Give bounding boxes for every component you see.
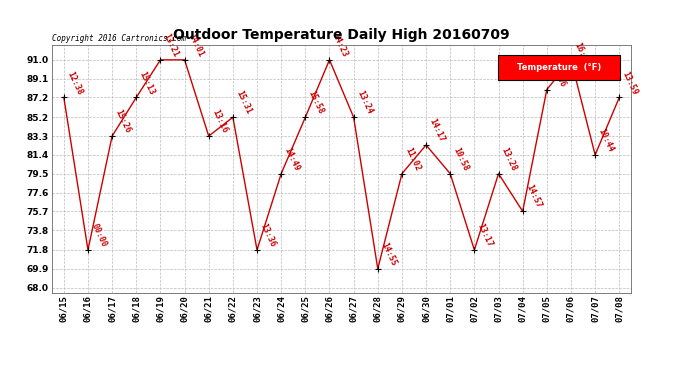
- Text: 13:59: 13:59: [621, 70, 640, 96]
- Text: 15:31: 15:31: [235, 89, 253, 116]
- Text: 14:57: 14:57: [524, 183, 543, 210]
- Text: 16:: 16:: [573, 41, 587, 58]
- Text: 13:28: 13:28: [500, 146, 519, 172]
- Text: 14:49: 14:49: [283, 146, 302, 172]
- Text: 11:46: 11:46: [549, 62, 567, 88]
- Text: 10:58: 10:58: [452, 146, 471, 172]
- Text: 13:36: 13:36: [259, 222, 277, 249]
- Text: 14:01: 14:01: [186, 32, 205, 58]
- Text: 14:17: 14:17: [428, 117, 446, 144]
- Text: 00:00: 00:00: [90, 222, 108, 249]
- Text: 13:24: 13:24: [355, 89, 374, 116]
- Text: 13:17: 13:17: [476, 222, 495, 249]
- FancyBboxPatch shape: [498, 55, 620, 80]
- Title: Outdoor Temperature Daily High 20160709: Outdoor Temperature Daily High 20160709: [173, 28, 510, 42]
- Text: 14:55: 14:55: [380, 241, 398, 267]
- Text: Copyright 2016 Cartronics.com: Copyright 2016 Cartronics.com: [52, 33, 186, 42]
- Text: 15:58: 15:58: [307, 89, 326, 116]
- Text: 13:21: 13:21: [162, 32, 181, 58]
- Text: 12:38: 12:38: [66, 70, 84, 96]
- Text: 15:26: 15:26: [114, 108, 132, 135]
- Text: 15:13: 15:13: [138, 70, 157, 96]
- Text: 14:23: 14:23: [331, 32, 350, 58]
- Text: 10:44: 10:44: [597, 127, 615, 153]
- Text: 13:16: 13:16: [210, 108, 229, 135]
- Text: 11:02: 11:02: [404, 146, 422, 172]
- Text: Temperature  (°F): Temperature (°F): [517, 63, 601, 72]
